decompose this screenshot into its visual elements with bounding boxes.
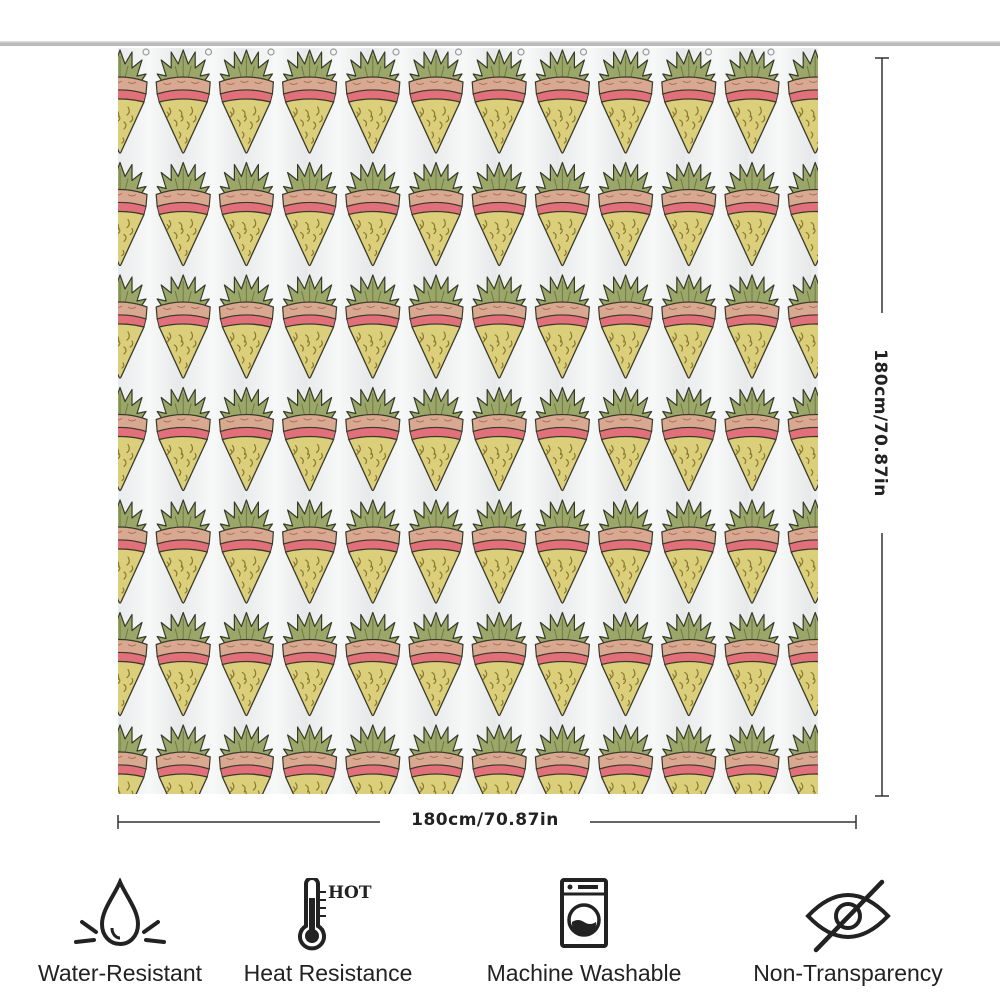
curtain-hook: [267, 48, 275, 56]
water-drop-icon: [74, 878, 166, 947]
feature-label: Water-Resistant: [37, 960, 203, 986]
feature-water-resistant: Water-Resistant: [0, 870, 240, 1000]
feature-label: Machine Washable: [486, 960, 682, 986]
curtain-hook: [204, 48, 213, 56]
curtain-hook: [704, 48, 713, 56]
thermometer-hot-icon: HOT: [298, 878, 372, 951]
curtain-hook: [517, 48, 525, 56]
curtain-hook: [142, 48, 150, 56]
curtain-hook: [579, 48, 588, 56]
feature-label: Non-Transparency: [753, 960, 943, 986]
shower-curtain: [118, 48, 818, 794]
feature-heat-resistance: HOT Heat Resistance: [208, 870, 448, 1000]
width-label: 180cm/70.87in: [380, 810, 590, 830]
feature-non-transparency: Non-Transparency: [728, 870, 968, 1000]
curtain-hook: [642, 48, 650, 56]
curtain-hook: [329, 48, 338, 56]
eye-slash-icon: [805, 879, 891, 953]
washing-machine-icon: [560, 878, 608, 948]
curtain-hook: [767, 48, 775, 56]
curtain-hooks: [142, 48, 775, 56]
feature-label: Heat Resistance: [243, 960, 413, 986]
feature-machine-washable: Machine Washable: [464, 870, 704, 1000]
curtain-rod: [0, 41, 1000, 46]
height-label: 180cm/70.87in: [870, 313, 890, 533]
curtain-hook: [454, 48, 463, 56]
hot-icon-text: HOT: [328, 883, 372, 903]
curtain-hook: [392, 48, 400, 56]
